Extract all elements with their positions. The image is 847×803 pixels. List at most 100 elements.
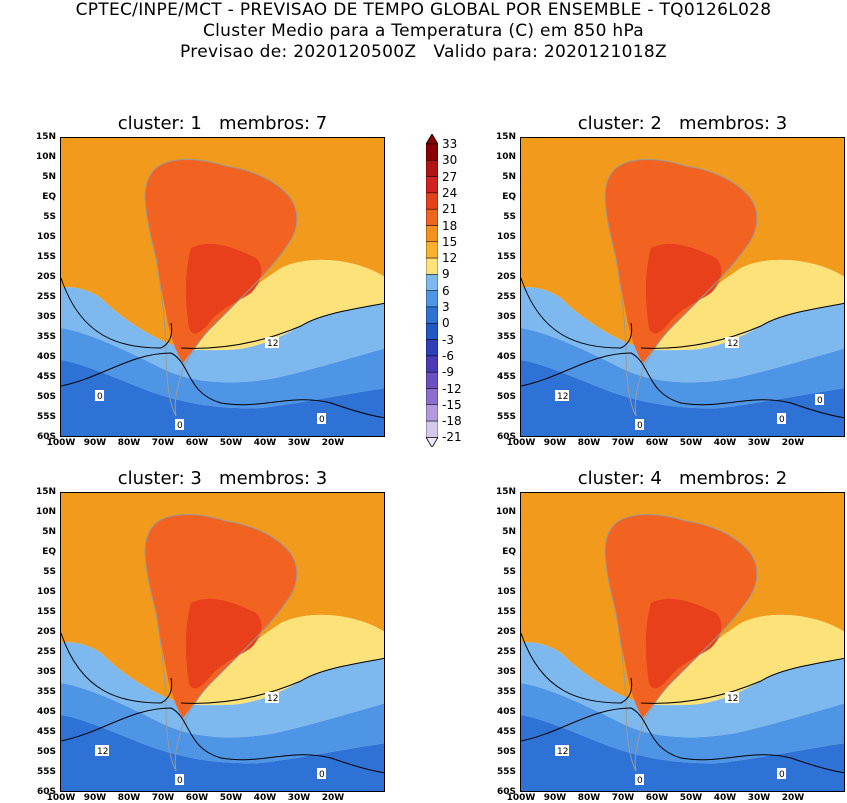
latitude-tick-label: 15N [35,487,56,497]
colorbar-segment [425,176,439,194]
latitude-tick-label: 25S [36,292,56,302]
contour-label: 0 [779,770,785,780]
latitude-tick-label: EQ [502,192,516,202]
isotherm-contour [640,657,844,704]
contour-label-bg [95,390,104,401]
subtitle: Cluster Medio para a Temperatura (C) em … [202,21,645,41]
longitude-tick-label: 20W [781,793,805,803]
colorbar-segment [425,339,439,357]
colorbar-label: 24 [442,185,458,200]
longitude-tick-label: 30W [287,793,311,803]
longitude-tick-label: 40W [713,793,737,803]
latitude-tick-label: 50S [36,392,56,402]
latitude-tick-label: 55S [496,767,516,777]
colorbar-segment [425,192,439,210]
colorbar-label: 15 [442,234,458,249]
isotherm-contour [521,707,844,774]
panel-title-1: cluster: 1 membros: 7 [117,113,328,134]
map-svg: 12 12 0 0 [521,493,844,791]
longitude-tick-label: 90W [83,438,107,448]
colorbar-segment [425,274,439,291]
latitude-tick-label: 50S [36,747,56,757]
colorbar-bottom-arrow [425,436,439,449]
forecast-dates: Previsao de: 2020120500Z Valido para: 20… [180,42,667,62]
contour-label-bg [777,768,786,779]
colorbar-label: 12 [442,251,458,266]
temperature-band [181,614,384,706]
contour-label: 12 [557,392,568,402]
latitude-tick-label: 10S [496,587,516,597]
temperature-map-cluster-1: 12 0 0 0 [60,137,385,437]
contour-label: 0 [177,776,183,786]
longitude-tick-label: 80W [117,793,141,803]
colorbar-label: 6 [442,283,450,298]
isotherm-contour [521,352,844,419]
latitude-tick-label: 15N [495,487,516,497]
colorbar-label: 18 [442,218,458,233]
temperature-map-cluster-2: 12 12 0 0 0 [520,137,845,437]
isotherm-contour [180,302,384,349]
longitude-tick-label: 100W [46,793,76,803]
contour-label: 0 [637,421,643,431]
latitude-tick-label: 45S [36,727,56,737]
contour-label-bg [635,774,644,785]
isotherm-contour [640,302,844,349]
latitude-tick-label: 50S [496,747,516,757]
contour-label-bg [95,745,109,756]
longitude-tick-label: 20W [321,438,345,448]
longitude-tick-label: 40W [713,438,737,448]
latitude-tick-label: 20S [496,627,516,637]
contour-label: 12 [97,747,108,757]
colorbar-label: 3 [442,300,450,314]
latitude-tick-label: 20S [36,272,56,282]
latitude-tick-label: 35S [496,332,516,342]
latitude-tick-label: 10N [495,152,516,162]
longitude-tick-label: 90W [83,793,107,803]
longitude-tick-label: 20W [321,793,345,803]
warm-region [645,598,722,689]
latitude-tick-label: 10S [36,232,56,242]
colorbar-segment [425,306,439,324]
contour-label-bg [175,774,184,785]
temperature-band [61,360,384,436]
isotherm-contour [180,657,384,704]
colorbar-segment [425,225,439,243]
colorbar-label: 9 [442,267,450,282]
temperature-band [61,328,384,409]
temperature-band [61,715,384,791]
contour-label-bg [777,413,786,424]
latitude-tick-label: 30S [36,312,56,322]
latitude-tick-label: 15N [495,132,516,142]
temperature-band [521,683,844,764]
colorbar-label: -18 [442,414,462,429]
latitude-tick-label: 55S [36,412,56,422]
latitude-tick-label: 15N [35,132,56,142]
longitude-tick-label: 80W [577,793,601,803]
contour-label: 0 [779,415,785,425]
temperature-colorbar [425,133,439,451]
latitude-tick-label: 30S [36,667,56,677]
longitude-tick-label: 100W [46,438,76,448]
latitude-tick-label: 35S [496,687,516,697]
temperature-band [521,715,844,791]
contour-label: 12 [727,339,738,349]
temperature-band [521,328,844,409]
colorbar-segment [425,160,439,177]
latitude-tick-label: 40S [36,707,56,717]
contour-label-bg [317,413,326,424]
latitude-tick-label: 40S [496,352,516,362]
latitude-tick-label: 15S [496,252,516,262]
longitude-tick-label: 20W [781,438,805,448]
contour-label-bg [725,692,739,703]
contour-label-bg [265,692,279,703]
longitude-tick-label: 50W [219,793,243,803]
colorbar-label: 33 [442,137,458,151]
latitude-tick-label: 60S [496,787,516,797]
temperature-band [521,642,844,738]
latitude-tick-label: 10N [35,507,56,517]
latitude-tick-label: EQ [42,547,56,557]
latitude-tick-label: 35S [36,332,56,342]
temperature-band [181,259,384,351]
isotherm-contour [521,632,633,704]
isotherm-contour [61,277,173,349]
